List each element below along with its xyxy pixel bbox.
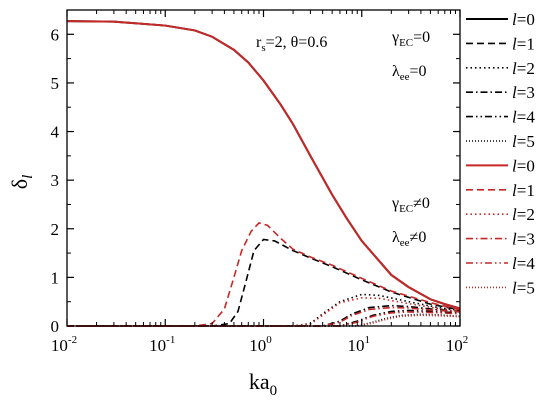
series-red-l2: [67, 296, 461, 327]
legend-label: l=4: [512, 254, 535, 273]
legend-label-eq: =0: [517, 156, 535, 175]
y-tick-label: 4: [51, 123, 60, 142]
legend-label: l=4: [512, 108, 535, 127]
legend-label-eq: =3: [517, 83, 535, 102]
x-tick-base: 10: [348, 336, 365, 355]
params-r-sub: s: [261, 42, 265, 54]
top-gamma-annotation: γEC=0: [391, 29, 430, 49]
legend-label-eq: =5: [517, 278, 535, 297]
y-axis-label: δl: [7, 175, 36, 190]
legend-label: l=5: [512, 132, 535, 151]
x-axis-label-sub: 0: [270, 383, 278, 399]
top-gamma-rel: =0: [413, 29, 430, 46]
top-gamma-sub: EC: [399, 37, 413, 49]
series-black-l5: [67, 313, 461, 327]
legend-label: l=0: [512, 156, 535, 175]
legend-label-var: l: [512, 205, 517, 224]
bottom-lambda-sym: λ: [392, 229, 400, 246]
plot-frame: [66, 9, 461, 327]
bottom-gamma-sym: γ: [391, 195, 399, 212]
params-values: =2, θ=0.6: [266, 34, 328, 51]
series-layer: [66, 20, 461, 327]
y-axis-label-sub: l: [20, 175, 36, 179]
top-gamma-sym: γ: [391, 29, 399, 46]
x-tick-exp: 1: [365, 334, 371, 346]
x-tick-label: 102: [446, 334, 469, 355]
legend-label-eq: =0: [517, 10, 535, 29]
legend-label-var: l: [512, 230, 517, 249]
params-annotation: rs=2, θ=0.6: [256, 34, 327, 54]
legend-label: l=0: [512, 10, 535, 29]
x-tick-exp: 2: [463, 334, 469, 346]
x-tick-label: 100: [249, 334, 272, 355]
bottom-gamma-annotation: γEC≠0: [391, 195, 430, 215]
legend-label-eq: =2: [517, 59, 535, 78]
y-tick-label: 6: [51, 25, 60, 44]
legend-label-var: l: [512, 34, 517, 53]
series-black-l0: [66, 20, 461, 310]
legend-label-eq: =4: [517, 254, 536, 273]
legend-label-eq: =3: [517, 230, 535, 249]
legend-label-var: l: [512, 181, 517, 200]
x-axis-label-main: ka: [249, 369, 270, 394]
series-red-l1: [67, 222, 461, 327]
top-lambda-sub: ee: [400, 71, 410, 83]
top-lambda-annotation: λee=0: [392, 63, 427, 83]
series-black-l4: [67, 309, 461, 327]
y-tick-label: 1: [51, 268, 60, 287]
x-tick-exp: -2: [68, 334, 77, 346]
y-tick-label: 5: [51, 74, 60, 93]
x-tick-base: 10: [149, 336, 166, 355]
legend-label-var: l: [512, 10, 517, 29]
legend-label: l=1: [512, 34, 535, 53]
legend-label-eq: =1: [517, 34, 535, 53]
legend-label-eq: =2: [517, 205, 535, 224]
legend-label-var: l: [512, 108, 517, 127]
x-tick-label: 101: [348, 334, 371, 355]
x-tick-exp: 0: [266, 334, 272, 346]
series-red-l4: [67, 311, 461, 327]
params-r: r: [256, 34, 262, 51]
bottom-lambda-sub: ee: [400, 237, 410, 249]
legend-label: l=2: [512, 59, 535, 78]
legend-label-var: l: [512, 156, 517, 175]
series-red-l0: [66, 20, 461, 310]
legend-label-eq: =5: [517, 132, 535, 151]
series-black-l1: [67, 238, 461, 327]
series-red-l3: [67, 306, 461, 327]
legend-label-var: l: [512, 59, 517, 78]
top-lambda-rel: =0: [410, 63, 427, 80]
legend-label: l=1: [512, 181, 535, 200]
x-tick-base: 10: [249, 336, 266, 355]
x-tick-exp: -1: [166, 334, 175, 346]
series-red-l5: [67, 314, 461, 327]
legend-label-var: l: [512, 278, 517, 297]
legend-label-eq: =1: [517, 181, 535, 200]
x-axis-label: ka0: [249, 369, 277, 399]
y-axis-label-main: δ: [7, 179, 32, 189]
x-tick-label: 10-2: [51, 334, 77, 355]
bottom-lambda-annotation: λee≠0: [392, 229, 426, 249]
legend-label-var: l: [512, 254, 517, 273]
legend-label-var: l: [512, 83, 517, 102]
legend: l=0l=1l=2l=3l=4l=5l=0l=1l=2l=3l=4l=5: [466, 10, 535, 297]
legend-label-var: l: [512, 132, 517, 151]
y-tick-label: 2: [51, 220, 60, 239]
legend-label: l=3: [512, 83, 535, 102]
bottom-lambda-rel: ≠0: [410, 229, 427, 246]
y-tick-label: 3: [51, 171, 60, 190]
bottom-gamma-rel: ≠0: [413, 195, 430, 212]
y-tick-label: 0: [51, 317, 60, 336]
top-lambda-sym: λ: [392, 63, 400, 80]
x-tick-base: 10: [51, 336, 68, 355]
legend-label-eq: =4: [517, 108, 536, 127]
x-tick-label: 10-1: [149, 334, 175, 355]
legend-label: l=2: [512, 205, 535, 224]
x-tick-base: 10: [446, 336, 463, 355]
legend-label: l=3: [512, 230, 535, 249]
legend-label: l=5: [512, 278, 535, 297]
bottom-gamma-sub: EC: [399, 203, 413, 215]
